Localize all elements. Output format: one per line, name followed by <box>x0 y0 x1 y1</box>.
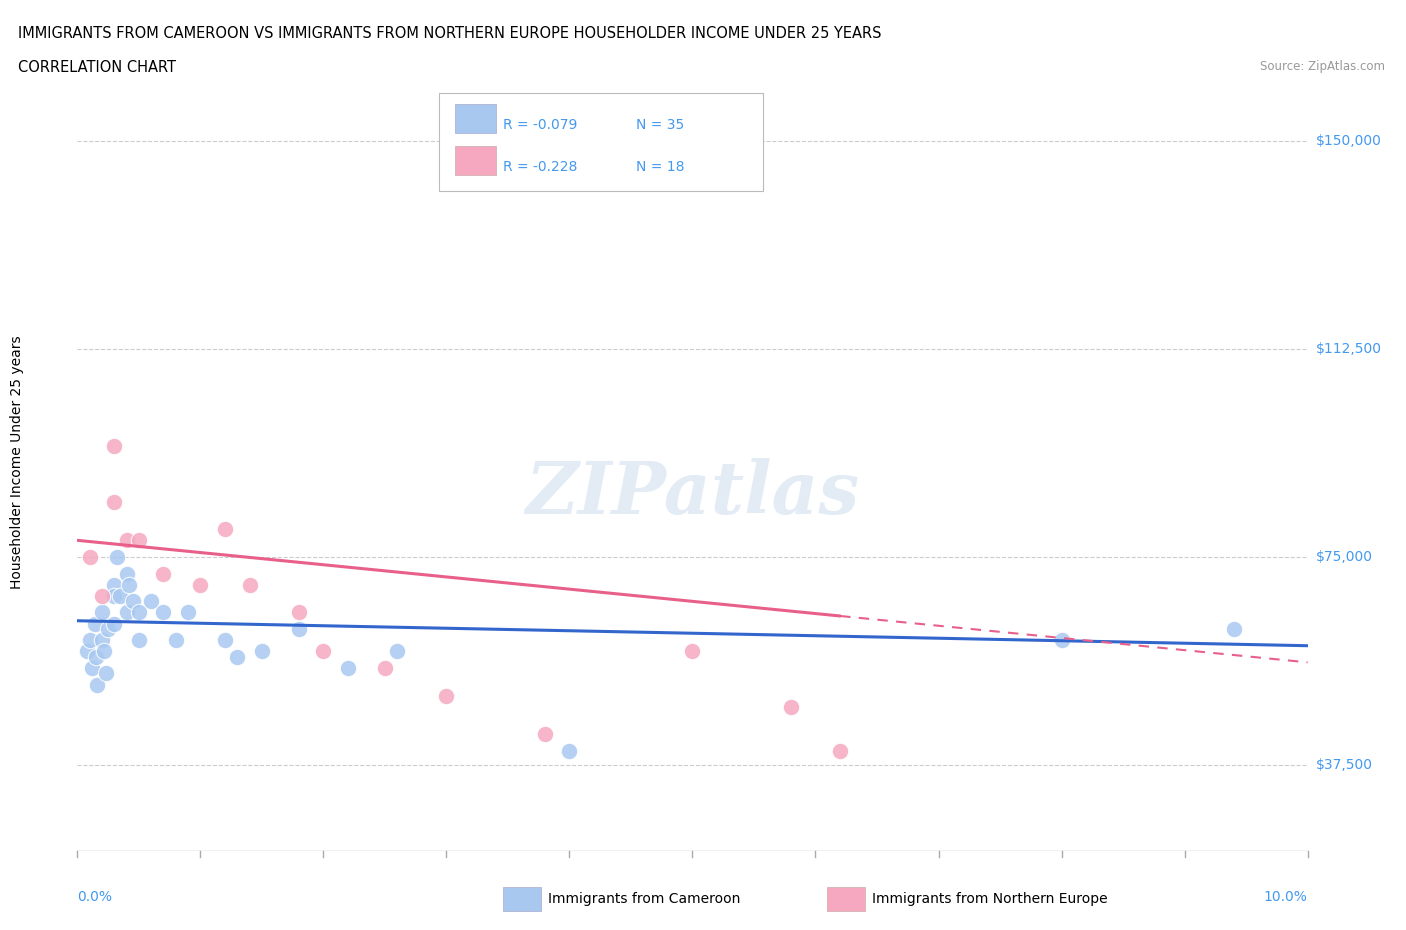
Text: N = 35: N = 35 <box>637 118 685 132</box>
Point <box>110 589 132 604</box>
Text: $150,000: $150,000 <box>1316 134 1382 148</box>
Point <box>103 439 125 454</box>
Point <box>226 649 249 664</box>
Text: $112,500: $112,500 <box>1316 342 1382 356</box>
Point <box>90 632 114 647</box>
Point <box>177 605 200 620</box>
Point <box>312 644 335 658</box>
Point <box>385 644 409 658</box>
Point <box>115 605 138 620</box>
Text: N = 18: N = 18 <box>637 160 685 174</box>
Point <box>1050 632 1073 647</box>
Point <box>250 644 273 658</box>
Point <box>86 677 108 692</box>
Point <box>79 632 101 647</box>
Text: Immigrants from Northern Europe: Immigrants from Northern Europe <box>872 892 1108 907</box>
Point <box>76 644 98 658</box>
Text: Householder Income Under 25 years: Householder Income Under 25 years <box>10 336 24 590</box>
Point <box>103 616 125 631</box>
Point <box>374 660 396 675</box>
Point <box>82 660 104 675</box>
Point <box>780 699 803 714</box>
Text: ZIPatlas: ZIPatlas <box>526 458 859 529</box>
Text: R = -0.079: R = -0.079 <box>503 118 576 132</box>
Point <box>436 688 458 703</box>
Point <box>115 533 138 548</box>
Point <box>288 621 311 636</box>
Point <box>90 589 114 604</box>
Point <box>214 632 236 647</box>
Point <box>103 494 125 509</box>
Text: Source: ZipAtlas.com: Source: ZipAtlas.com <box>1260 60 1385 73</box>
Point <box>288 605 311 620</box>
Point <box>90 605 114 620</box>
Point <box>103 589 125 604</box>
Text: CORRELATION CHART: CORRELATION CHART <box>18 60 176 75</box>
Point <box>93 644 115 658</box>
Point <box>128 533 150 548</box>
Point <box>152 566 174 581</box>
Point <box>214 522 236 537</box>
Point <box>239 578 262 592</box>
Point <box>103 578 125 592</box>
Point <box>188 578 212 592</box>
Point <box>128 605 150 620</box>
Point <box>141 594 163 609</box>
Point <box>534 727 557 742</box>
Text: 0.0%: 0.0% <box>77 890 112 904</box>
Point <box>115 566 138 581</box>
Point <box>128 632 150 647</box>
Text: IMMIGRANTS FROM CAMEROON VS IMMIGRANTS FROM NORTHERN EUROPE HOUSEHOLDER INCOME U: IMMIGRANTS FROM CAMEROON VS IMMIGRANTS F… <box>18 26 882 41</box>
Point <box>94 666 117 681</box>
Point <box>79 550 101 565</box>
Text: 10.0%: 10.0% <box>1264 890 1308 904</box>
Point <box>558 744 581 759</box>
Text: R = -0.228: R = -0.228 <box>503 160 576 174</box>
Point <box>97 621 120 636</box>
Point <box>121 594 143 609</box>
Point <box>682 644 704 658</box>
Point <box>830 744 852 759</box>
Point <box>118 578 141 592</box>
Point <box>84 649 107 664</box>
Text: $75,000: $75,000 <box>1316 550 1372 564</box>
Point <box>165 632 187 647</box>
Text: $37,500: $37,500 <box>1316 758 1372 772</box>
Text: Immigrants from Cameroon: Immigrants from Cameroon <box>548 892 741 907</box>
Point <box>83 616 105 631</box>
Point <box>337 660 360 675</box>
Point <box>152 605 174 620</box>
Point <box>105 550 128 565</box>
Point <box>1223 621 1246 636</box>
